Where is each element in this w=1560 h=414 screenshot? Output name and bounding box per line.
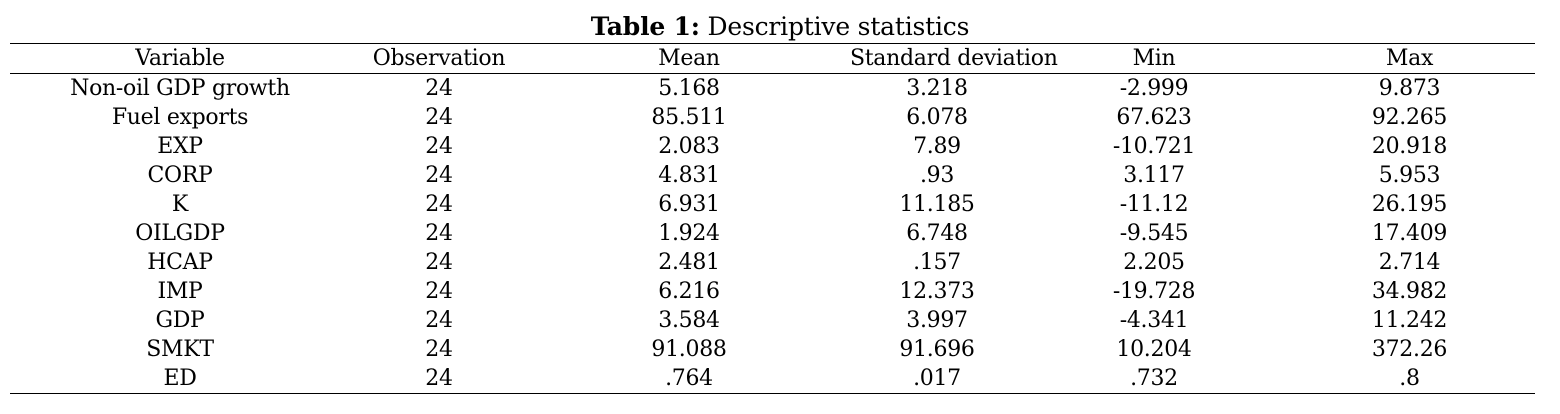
table-row: Fuel exports 24 85.511 6.078 67.623 92.265	[10, 103, 1535, 132]
std-dev-cell: 11.185	[899, 192, 975, 217]
variable-cell: ED	[163, 366, 197, 391]
min-cell: 3.117	[1123, 163, 1185, 188]
min-cell: -10.721	[1112, 134, 1196, 159]
column-header-mean: Mean	[658, 46, 720, 71]
mean-cell: .764	[665, 366, 713, 391]
mean-cell: 2.083	[658, 134, 720, 159]
std-dev-cell: .157	[913, 250, 961, 275]
max-cell: 20.918	[1371, 134, 1448, 159]
variable-cell: EXP	[157, 134, 203, 159]
table-row: HCAP 24 2.481 .157 2.205 2.714	[10, 248, 1535, 277]
mean-cell: 6.216	[658, 279, 720, 304]
table-row: CORP 24 4.831 .93 3.117 5.953	[10, 161, 1535, 190]
max-cell: 5.953	[1378, 163, 1441, 188]
observation-cell: 24	[425, 163, 453, 188]
mean-cell: 2.481	[658, 250, 720, 275]
max-cell: 92.265	[1371, 105, 1448, 130]
variable-cell: SMKT	[146, 337, 214, 362]
table-caption-text: Descriptive statistics	[699, 12, 970, 41]
max-cell: 11.242	[1371, 308, 1448, 333]
min-cell: -19.728	[1112, 279, 1196, 304]
observation-cell: 24	[425, 105, 453, 130]
column-header-observation: Observation	[372, 46, 506, 71]
observation-cell: 24	[425, 134, 453, 159]
min-cell: -2.999	[1119, 76, 1189, 101]
table-caption: Table 1: Descriptive statistics	[0, 12, 1560, 42]
std-dev-cell: 6.748	[906, 221, 968, 246]
table-row: OILGDP 24 1.924 6.748 -9.545 17.409	[10, 219, 1535, 248]
column-header-variable: Variable	[135, 46, 225, 71]
table-body: Non-oil GDP growth 24 5.168 3.218 -2.999 9.87…	[10, 74, 1535, 394]
std-dev-cell: 3.218	[906, 76, 968, 101]
table-row: Non-oil GDP growth 24 5.168 3.218 -2.999 9.87…	[10, 74, 1535, 104]
std-dev-cell: 6.078	[906, 105, 968, 130]
mean-cell: 91.088	[651, 337, 727, 362]
std-dev-cell: 3.997	[906, 308, 968, 333]
min-cell: -11.12	[1119, 192, 1189, 217]
min-cell: 67.623	[1116, 105, 1192, 130]
max-cell: 9.873	[1378, 76, 1441, 101]
variable-cell: K	[171, 192, 189, 217]
mean-cell: 5.168	[658, 76, 720, 101]
std-dev-cell: 91.696	[899, 337, 975, 362]
variable-cell: OILGDP	[135, 221, 225, 246]
variable-cell: Non-oil GDP growth	[70, 76, 290, 101]
descriptive-statistics-table-container: Variable Observation Mean Standard devia…	[10, 43, 1535, 394]
table-header: Variable Observation Mean Standard devia…	[10, 43, 1535, 74]
max-cell: .8	[1399, 366, 1420, 391]
mean-cell: 1.924	[658, 221, 720, 246]
descriptive-statistics-table: Variable Observation Mean Standard devia…	[10, 43, 1535, 394]
mean-cell: 85.511	[651, 105, 727, 130]
std-dev-cell: 12.373	[899, 279, 975, 304]
column-header-max: Max	[1385, 46, 1434, 71]
observation-cell: 24	[425, 337, 453, 362]
table-row: IMP 24 6.216 12.373 -19.728 34.982	[10, 277, 1535, 306]
variable-cell: IMP	[157, 279, 203, 304]
mean-cell: 3.584	[658, 308, 720, 333]
table-row: K 24 6.931 11.185 -11.12 26.195	[10, 190, 1535, 219]
std-dev-cell: 7.89	[913, 134, 961, 159]
max-cell: 2.714	[1378, 250, 1441, 275]
table-row: SMKT 24 91.088 91.696 10.204 372.26	[10, 335, 1535, 364]
table-row: EXP 24 2.083 7.89 -10.721 20.918	[10, 132, 1535, 161]
column-header-min: Min	[1132, 46, 1176, 71]
table-row: ED 24 .764 .017 .732 .8	[10, 364, 1535, 394]
table-caption-label: Table 1:	[590, 12, 700, 41]
variable-cell: CORP	[147, 163, 213, 188]
min-cell: 2.205	[1123, 250, 1185, 275]
variable-cell: HCAP	[147, 250, 213, 275]
min-cell: 10.204	[1116, 337, 1192, 362]
observation-cell: 24	[425, 308, 453, 333]
std-dev-cell: .017	[913, 366, 961, 391]
observation-cell: 24	[425, 366, 453, 391]
observation-cell: 24	[425, 192, 453, 217]
observation-cell: 24	[425, 76, 453, 101]
max-cell: 34.982	[1371, 279, 1448, 304]
observation-cell: 24	[425, 279, 453, 304]
min-cell: -4.341	[1119, 308, 1189, 333]
min-cell: -9.545	[1119, 221, 1189, 246]
observation-cell: 24	[425, 221, 453, 246]
table-row: GDP 24 3.584 3.997 -4.341 11.242	[10, 306, 1535, 335]
std-dev-cell: .93	[919, 163, 955, 188]
mean-cell: 6.931	[658, 192, 720, 217]
min-cell: .732	[1130, 366, 1178, 391]
observation-cell: 24	[425, 250, 453, 275]
max-cell: 26.195	[1371, 192, 1448, 217]
column-header-standard-deviation: Standard deviation	[850, 46, 1058, 71]
variable-cell: Fuel exports	[111, 105, 249, 130]
mean-cell: 4.831	[658, 163, 720, 188]
max-cell: 17.409	[1371, 221, 1448, 246]
max-cell: 372.26	[1371, 337, 1448, 362]
variable-cell: GDP	[155, 308, 205, 333]
header-row: Variable Observation Mean Standard devia…	[10, 43, 1535, 74]
